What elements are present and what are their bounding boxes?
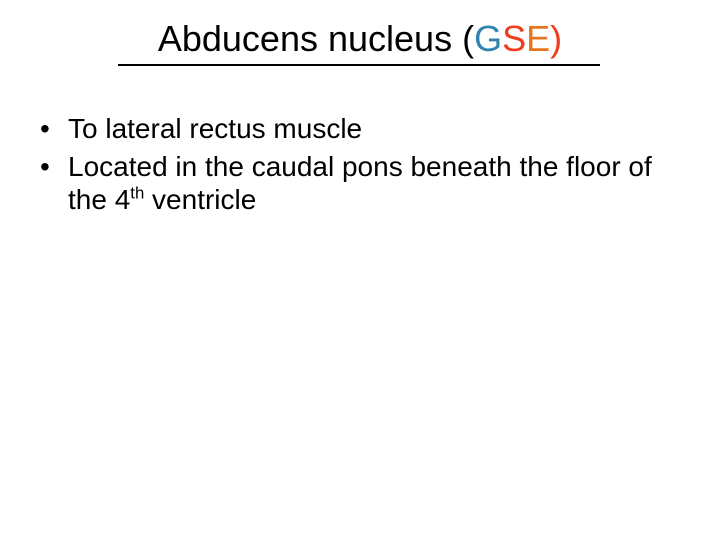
- title-underline: [118, 64, 600, 66]
- bullet-text: To lateral rectus muscle: [68, 113, 362, 144]
- slide-title: Abducens nucleus (GSE): [0, 18, 720, 60]
- bullet-list: To lateral rectus muscle Located in the …: [38, 112, 678, 217]
- ordinal-sup: th: [130, 184, 144, 203]
- title-letter-g: G: [474, 18, 502, 59]
- title-paren-open: (: [462, 18, 474, 59]
- list-item: Located in the caudal pons beneath the f…: [38, 150, 678, 217]
- list-item: To lateral rectus muscle: [38, 112, 678, 146]
- bullet-tail: ventricle: [144, 184, 256, 215]
- slide: Abducens nucleus (GSE) To lateral rectus…: [0, 0, 720, 540]
- slide-body: To lateral rectus muscle Located in the …: [38, 112, 678, 221]
- title-main: Abducens nucleus: [158, 18, 462, 59]
- title-paren-close: ): [550, 18, 562, 59]
- title-letter-s: S: [502, 18, 526, 59]
- title-letter-e: E: [526, 18, 550, 59]
